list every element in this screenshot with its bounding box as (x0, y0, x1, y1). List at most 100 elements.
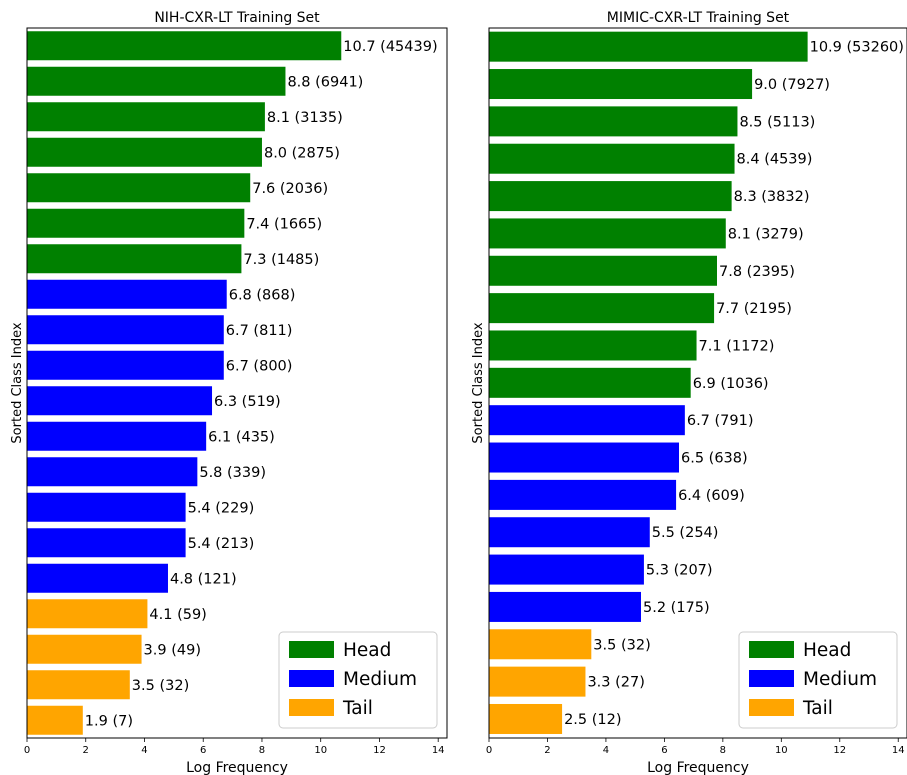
legend-swatch-head (749, 641, 794, 658)
bar-value-label: 9.0 (7927) (754, 77, 830, 93)
legend: Head Medium Tail (278, 631, 438, 729)
bar-value-label: 6.1 (435) (208, 429, 275, 445)
bar-value-label: 6.5 (638) (681, 451, 748, 467)
bar-value-label: 3.9 (49) (144, 642, 201, 658)
bar-tail (27, 705, 83, 735)
x-tick-label: 12 (833, 745, 846, 756)
bar-value-label: 8.5 (5113) (739, 114, 815, 130)
bar-value-label: 8.1 (3135) (267, 110, 343, 126)
bar-value-label: 7.6 (2036) (252, 181, 328, 197)
x-tick-label: 14 (892, 745, 905, 756)
bar-value-label: 3.5 (32) (132, 678, 189, 694)
x-tick-label: 2 (544, 745, 550, 756)
bar-head (489, 330, 697, 361)
legend: Head Medium Tail (738, 631, 898, 729)
bar-head (489, 293, 715, 324)
bar-head (27, 244, 242, 274)
bar-medium (27, 279, 227, 309)
x-tick-label: 6 (661, 745, 667, 756)
bar-value-label: 2.5 (12) (564, 712, 621, 728)
chart-panel-1: 10.7 (45439) 8.8 (6941) 8.1 (3135) 8.0 (287… (10, 10, 448, 775)
bar-value-label: 6.7 (811) (226, 323, 293, 339)
bar-value-label: 7.8 (2395) (719, 264, 795, 280)
bar-value-label: 8.0 (2875) (264, 145, 340, 161)
bar-head (489, 181, 732, 212)
bar-head (27, 137, 262, 167)
bar-value-label: 6.7 (800) (226, 358, 293, 374)
x-tick-label: 2 (83, 745, 89, 756)
bar-medium (27, 350, 224, 380)
bar-medium (489, 554, 644, 585)
bar-medium (27, 421, 207, 451)
x-tick-label: 14 (432, 745, 445, 756)
bar-medium (27, 315, 224, 345)
bar-head (27, 173, 251, 203)
x-tick-label: 0 (486, 745, 492, 756)
bar-head (27, 208, 245, 238)
bar-head (27, 66, 286, 96)
bar-head (489, 255, 717, 286)
bar-medium (27, 528, 186, 558)
bar-value-label: 10.9 (53260) (810, 40, 904, 56)
y-axis-label: Sorted Class Index (10, 322, 25, 443)
legend-swatch-tail (289, 699, 334, 716)
bar-value-label: 5.3 (207) (646, 563, 713, 579)
bar-value-label: 6.7 (791) (687, 413, 754, 429)
bar-tail (27, 599, 148, 629)
plot-frame (488, 27, 907, 739)
bar-value-label: 3.3 (27) (587, 675, 644, 691)
bar-medium (27, 457, 198, 487)
bar-tail (489, 666, 586, 697)
legend-swatch-medium (289, 670, 334, 687)
bar-medium (489, 591, 641, 622)
bar-value-label: 8.3 (3832) (734, 189, 810, 205)
bar-value-label: 5.2 (175) (643, 600, 710, 616)
bar-medium (27, 563, 168, 593)
x-axis-label: Log Frequency (647, 760, 749, 775)
chart-panel-2: 10.9 (53260) 9.0 (7927) 8.5 (5113) 8.4 (453… (471, 10, 907, 775)
bar-head (27, 102, 265, 132)
bar-head (489, 143, 735, 174)
bar-value-label: 7.7 (2195) (716, 301, 792, 317)
chart-title: MIMIC-CXR-LT Training Set (607, 10, 790, 26)
bar-value-label: 5.5 (254) (652, 525, 719, 541)
x-tick-label: 4 (141, 745, 147, 756)
bar-value-label: 6.3 (519) (214, 394, 281, 410)
bar-value-label: 10.7 (45439) (343, 39, 437, 55)
x-tick-label: 0 (24, 745, 30, 756)
x-tick-label: 8 (259, 745, 265, 756)
legend-swatch-head (289, 641, 334, 658)
legend-swatch-tail (749, 699, 794, 716)
bar-head (489, 367, 691, 398)
x-tick-label: 4 (603, 745, 609, 756)
legend-label: Head (803, 640, 851, 661)
x-tick-label: 6 (200, 745, 206, 756)
bar-value-label: 6.9 (1036) (693, 376, 769, 392)
bar-value-label: 6.8 (868) (229, 287, 296, 303)
legend-label: Tail (342, 698, 373, 719)
bar-value-label: 5.4 (229) (188, 500, 255, 516)
bar-tail (27, 634, 142, 664)
bar-value-label: 1.9 (7) (85, 713, 133, 729)
bar-value-label: 4.1 (59) (149, 607, 206, 623)
bar-medium (489, 479, 677, 510)
bar-head (489, 218, 726, 249)
plot-frame (26, 27, 448, 739)
legend-swatch-medium (749, 670, 794, 687)
bar-value-label: 8.1 (3279) (728, 226, 804, 242)
bar-head (27, 31, 342, 61)
chart-title: NIH-CXR-LT Training Set (154, 10, 320, 26)
bar-medium (489, 405, 685, 436)
bar-medium (489, 442, 679, 473)
x-tick-label: 10 (314, 745, 327, 756)
x-axis-label: Log Frequency (186, 760, 288, 775)
bar-value-label: 5.8 (339) (199, 465, 266, 481)
bar-value-label: 7.3 (1485) (243, 252, 319, 268)
bar-value-label: 3.5 (32) (593, 637, 650, 653)
x-tick-label: 12 (373, 745, 386, 756)
bar-medium (489, 517, 650, 548)
bar-value-label: 8.4 (4539) (737, 152, 813, 168)
bar-tail (489, 629, 592, 660)
x-tick-label: 8 (720, 745, 726, 756)
